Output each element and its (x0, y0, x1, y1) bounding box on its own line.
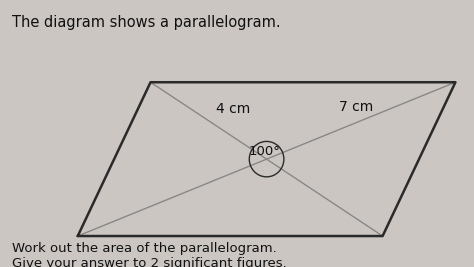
Text: Work out the area of the parallelogram.: Work out the area of the parallelogram. (12, 242, 276, 255)
Text: 7 cm: 7 cm (339, 100, 374, 114)
Text: Give your answer to 2 significant figures.: Give your answer to 2 significant figure… (12, 257, 286, 267)
Text: 4 cm: 4 cm (217, 102, 251, 116)
Text: The diagram shows a parallelogram.: The diagram shows a parallelogram. (12, 15, 281, 30)
Text: 100°: 100° (248, 145, 280, 158)
